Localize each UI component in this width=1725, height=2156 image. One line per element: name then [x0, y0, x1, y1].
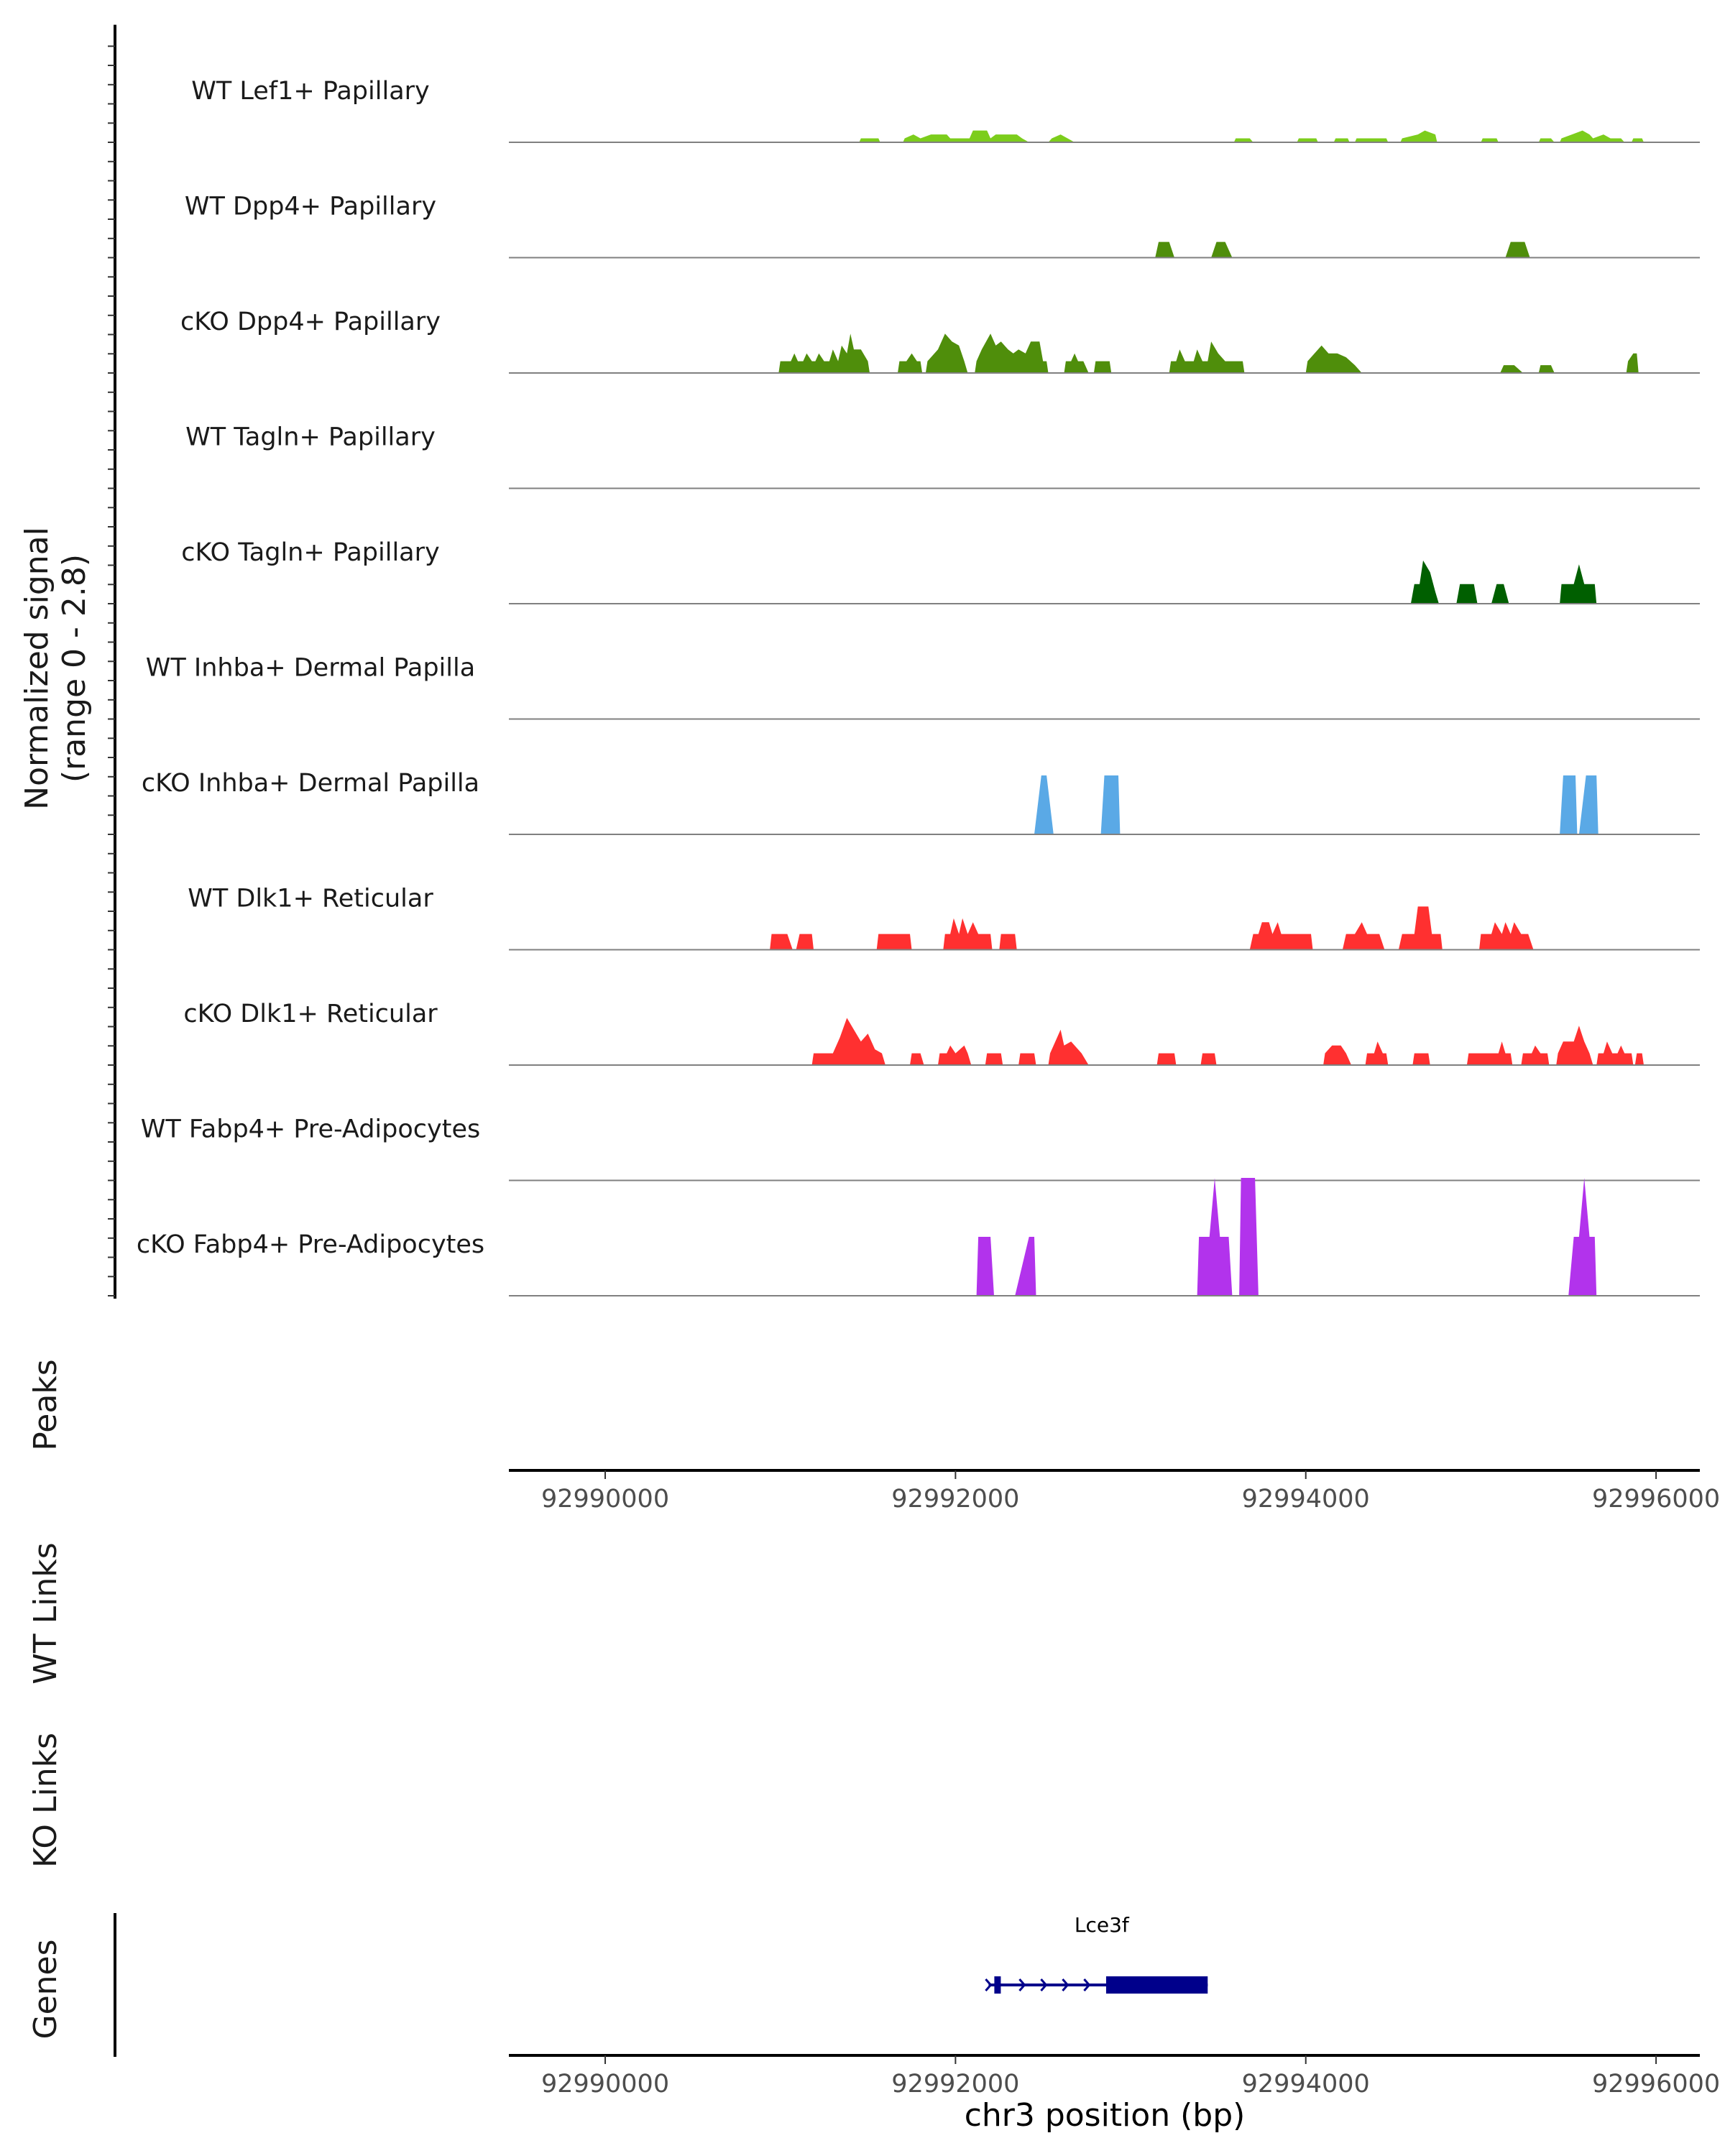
peaks-x-axis: 92990000 92992000 92994000 92996000	[509, 1469, 1720, 1514]
signal-y-axis	[108, 24, 116, 1299]
track-label: cKO Inhba+ Dermal Papilla	[142, 769, 479, 798]
gene-exon-block	[1105, 1976, 1208, 1994]
signal-area	[1410, 560, 1597, 604]
track-label: WT Lef1+ Papillary	[191, 77, 430, 106]
track-label: WT Fabp4+ Pre-Adipocytes	[141, 1115, 480, 1144]
y-axis-label-line1: Normalized signal	[19, 527, 55, 810]
y-axis-label-line2: (range 0 - 2.8)	[56, 554, 93, 783]
genes-track-label: Genes	[27, 1939, 64, 2039]
gene-name-label: Lce3f	[1075, 1913, 1130, 1937]
gene-track: Lce3f	[985, 1913, 1208, 1994]
x-tick-label: 92992000	[891, 2070, 1019, 2099]
ko-links-track-label: KO Links	[27, 1733, 64, 1868]
x-tick-label: 92990000	[541, 1485, 669, 1514]
gene-utr-block	[994, 1976, 1001, 1994]
x-tick-label: 92992000	[891, 1485, 1019, 1514]
peaks-track-label: Peaks	[27, 1359, 64, 1450]
signal-area	[778, 333, 1639, 373]
track-cko-inhba-dermal-papilla: cKO Inhba+ Dermal Papilla	[142, 769, 1700, 835]
track-label: WT Dpp4+ Papillary	[185, 193, 436, 221]
signal-area	[1155, 241, 1530, 258]
x-tick-label: 92996000	[1592, 2070, 1720, 2099]
strand-arrow-icon	[1040, 1978, 1048, 1991]
signal-tracks: WT Lef1+ Papillary WT Dpp4+ Papillary cKO …	[137, 77, 1700, 1296]
signal-area	[811, 1018, 1644, 1065]
track-wt-fabp4-pre-adipocytes: WT Fabp4+ Pre-Adipocytes	[141, 1115, 1700, 1181]
signal-area	[770, 906, 1534, 950]
track-wt-dpp4-papillary: WT Dpp4+ Papillary	[185, 193, 1700, 259]
track-wt-lef1-papillary: WT Lef1+ Papillary	[191, 77, 1700, 143]
signal-area	[1034, 775, 1598, 834]
wt-links-track-label: WT Links	[27, 1542, 64, 1684]
track-cko-dpp4-papillary: cKO Dpp4+ Papillary	[180, 308, 1700, 374]
gene-lce3f: Lce3f	[985, 1913, 1208, 1994]
signal-area	[976, 1178, 1597, 1296]
track-wt-tagln-papillary: WT Tagln+ Papillary	[185, 423, 1700, 489]
strand-arrow-icon	[1018, 1978, 1026, 1991]
x-axis-label: chr3 position (bp)	[965, 2097, 1246, 2134]
track-label: cKO Fabp4+ Pre-Adipocytes	[137, 1230, 484, 1259]
x-tick-label: 92994000	[1242, 1485, 1370, 1514]
track-label: WT Dlk1+ Reticular	[188, 885, 433, 913]
track-label: WT Tagln+ Papillary	[185, 423, 436, 452]
track-cko-dlk1-reticular: cKO Dlk1+ Reticular	[183, 1000, 1700, 1066]
x-tick-label: 92990000	[541, 2070, 669, 2099]
track-label: cKO Tagln+ Papillary	[181, 538, 440, 567]
track-label: WT Inhba+ Dermal Papilla	[146, 654, 475, 683]
signal-area	[859, 130, 1644, 142]
strand-arrow-icon	[985, 1978, 993, 1991]
track-wt-inhba-dermal-papilla: WT Inhba+ Dermal Papilla	[146, 654, 1700, 720]
x-tick-label: 92994000	[1242, 2070, 1370, 2099]
strand-arrow-icon	[1062, 1978, 1070, 1991]
track-cko-fabp4-pre-adipocytes: cKO Fabp4+ Pre-Adipocytes	[137, 1178, 1700, 1296]
track-cko-tagln-papillary: cKO Tagln+ Papillary	[181, 538, 1700, 604]
x-tick-label: 92996000	[1592, 1485, 1720, 1514]
genes-x-axis: 92990000 92992000 92994000 92996000	[509, 2054, 1720, 2099]
strand-arrow-icon	[1083, 1978, 1091, 1991]
track-label: cKO Dlk1+ Reticular	[183, 1000, 438, 1028]
track-wt-dlk1-reticular: WT Dlk1+ Reticular	[188, 885, 1700, 951]
track-label: cKO Dpp4+ Papillary	[180, 308, 441, 336]
